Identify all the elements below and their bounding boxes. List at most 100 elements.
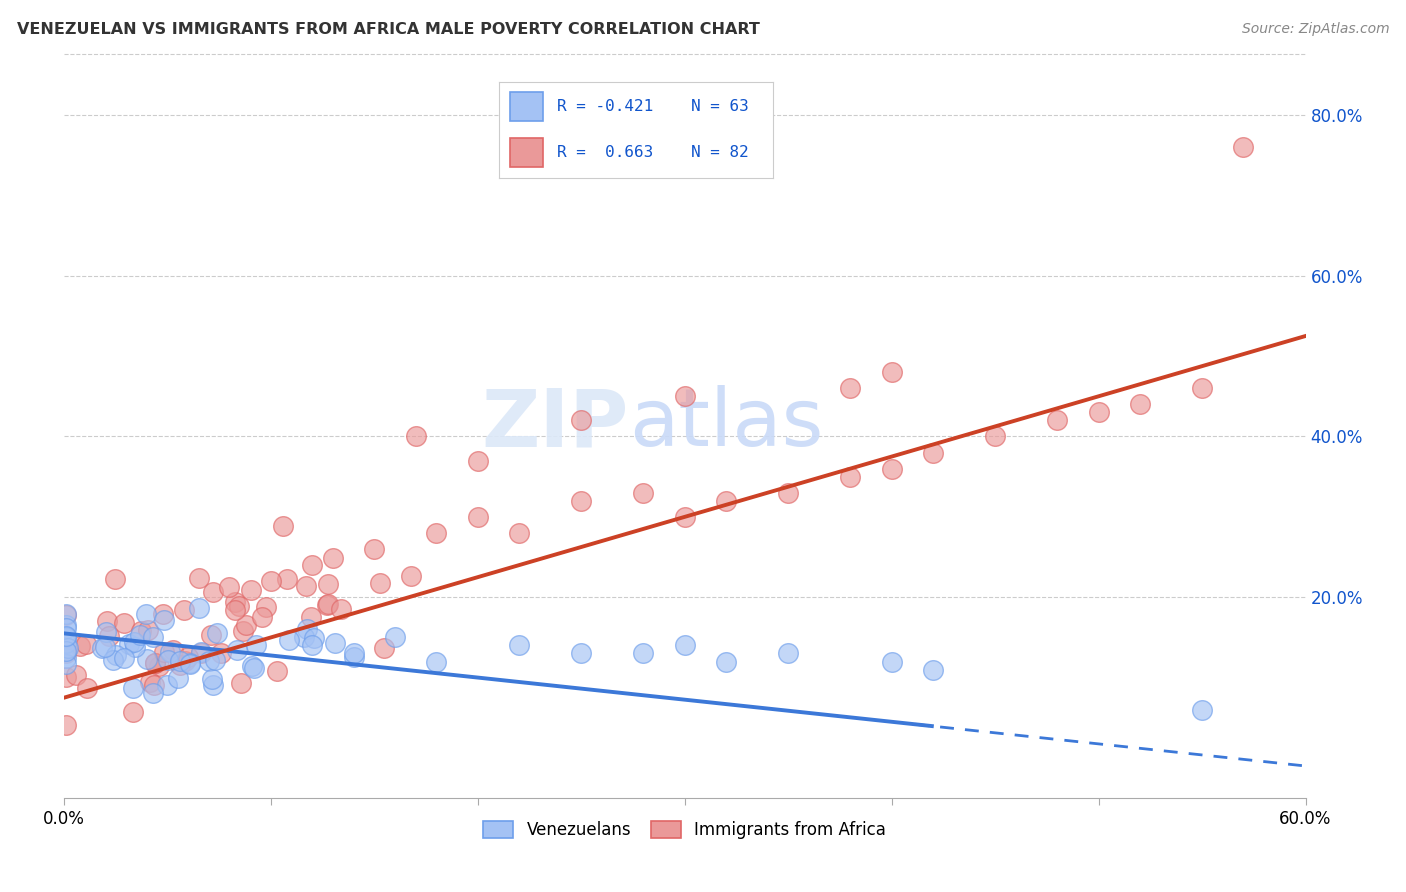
Point <box>55 607 77 622</box>
Point <box>342 650 364 665</box>
Point <box>135 607 157 621</box>
Point <box>152 607 174 621</box>
Point <box>425 525 447 540</box>
Point <box>122 681 145 695</box>
Point <box>316 598 339 612</box>
Point <box>138 624 160 638</box>
Point <box>405 429 427 443</box>
Legend: Venezuelans, Immigrants from Africa: Venezuelans, Immigrants from Africa <box>477 814 893 846</box>
Point <box>228 599 250 614</box>
Point <box>55 630 77 644</box>
Point <box>569 647 592 661</box>
Point <box>152 613 174 627</box>
Point <box>96 615 118 629</box>
Point <box>76 681 98 695</box>
Point <box>467 453 489 467</box>
Point <box>55 607 77 622</box>
Point <box>922 445 945 459</box>
Point <box>218 580 240 594</box>
Point <box>156 653 179 667</box>
Point <box>169 654 191 668</box>
Point <box>343 647 366 661</box>
Point <box>224 603 246 617</box>
Point <box>156 678 179 692</box>
Point <box>56 640 79 655</box>
Point <box>673 509 696 524</box>
Point <box>569 493 592 508</box>
Point <box>145 657 167 671</box>
Point <box>94 640 117 655</box>
Point <box>778 647 800 661</box>
Point <box>231 676 253 690</box>
Point <box>162 642 184 657</box>
Point <box>112 651 135 665</box>
Point <box>232 624 254 639</box>
Point <box>1191 381 1213 395</box>
FancyBboxPatch shape <box>510 92 543 120</box>
Point <box>673 639 696 653</box>
Point <box>633 485 655 500</box>
Point <box>129 624 152 639</box>
Point <box>295 579 318 593</box>
Point <box>260 574 283 588</box>
Point <box>224 595 246 609</box>
Point <box>301 558 323 572</box>
Point <box>188 601 211 615</box>
Point <box>118 636 141 650</box>
Point <box>508 525 530 540</box>
Point <box>301 639 323 653</box>
Point <box>1046 413 1069 427</box>
Text: VENEZUELAN VS IMMIGRANTS FROM AFRICA MALE POVERTY CORRELATION CHART: VENEZUELAN VS IMMIGRANTS FROM AFRICA MAL… <box>17 22 759 37</box>
Point <box>209 646 232 660</box>
Point <box>112 616 135 631</box>
Point <box>198 654 221 668</box>
Point <box>984 429 1007 443</box>
Point <box>55 621 77 635</box>
Point <box>187 571 209 585</box>
Point <box>190 645 212 659</box>
Point <box>159 644 181 658</box>
Point <box>94 624 117 639</box>
Point <box>226 643 249 657</box>
Point <box>55 651 77 665</box>
Point <box>778 485 800 500</box>
Point <box>316 577 339 591</box>
Point <box>205 626 228 640</box>
Point <box>91 641 114 656</box>
Point <box>399 569 422 583</box>
Point <box>922 663 945 677</box>
Point <box>633 647 655 661</box>
Point <box>201 672 224 686</box>
Point <box>714 655 737 669</box>
Point <box>243 661 266 675</box>
Point <box>103 573 125 587</box>
Point <box>880 461 903 475</box>
Point <box>714 493 737 508</box>
Text: N = 63: N = 63 <box>692 99 749 114</box>
Point <box>292 631 315 645</box>
Point <box>101 653 124 667</box>
Point <box>240 658 263 673</box>
Point <box>98 629 121 643</box>
Text: R = -0.421: R = -0.421 <box>557 99 652 114</box>
Point <box>200 627 222 641</box>
Point <box>202 678 225 692</box>
Text: ZIP: ZIP <box>482 385 628 464</box>
Point <box>271 519 294 533</box>
Point <box>325 635 347 649</box>
Point <box>1191 703 1213 717</box>
Point <box>55 657 77 671</box>
Point <box>425 655 447 669</box>
Text: N = 82: N = 82 <box>692 145 749 160</box>
Point <box>173 603 195 617</box>
Point <box>277 632 299 647</box>
Point <box>179 656 201 670</box>
Point <box>148 659 170 673</box>
Point <box>179 657 201 671</box>
Point <box>235 618 257 632</box>
Point <box>65 668 87 682</box>
Point <box>302 631 325 645</box>
Point <box>266 665 288 679</box>
Point <box>129 628 152 642</box>
Point <box>673 389 696 403</box>
